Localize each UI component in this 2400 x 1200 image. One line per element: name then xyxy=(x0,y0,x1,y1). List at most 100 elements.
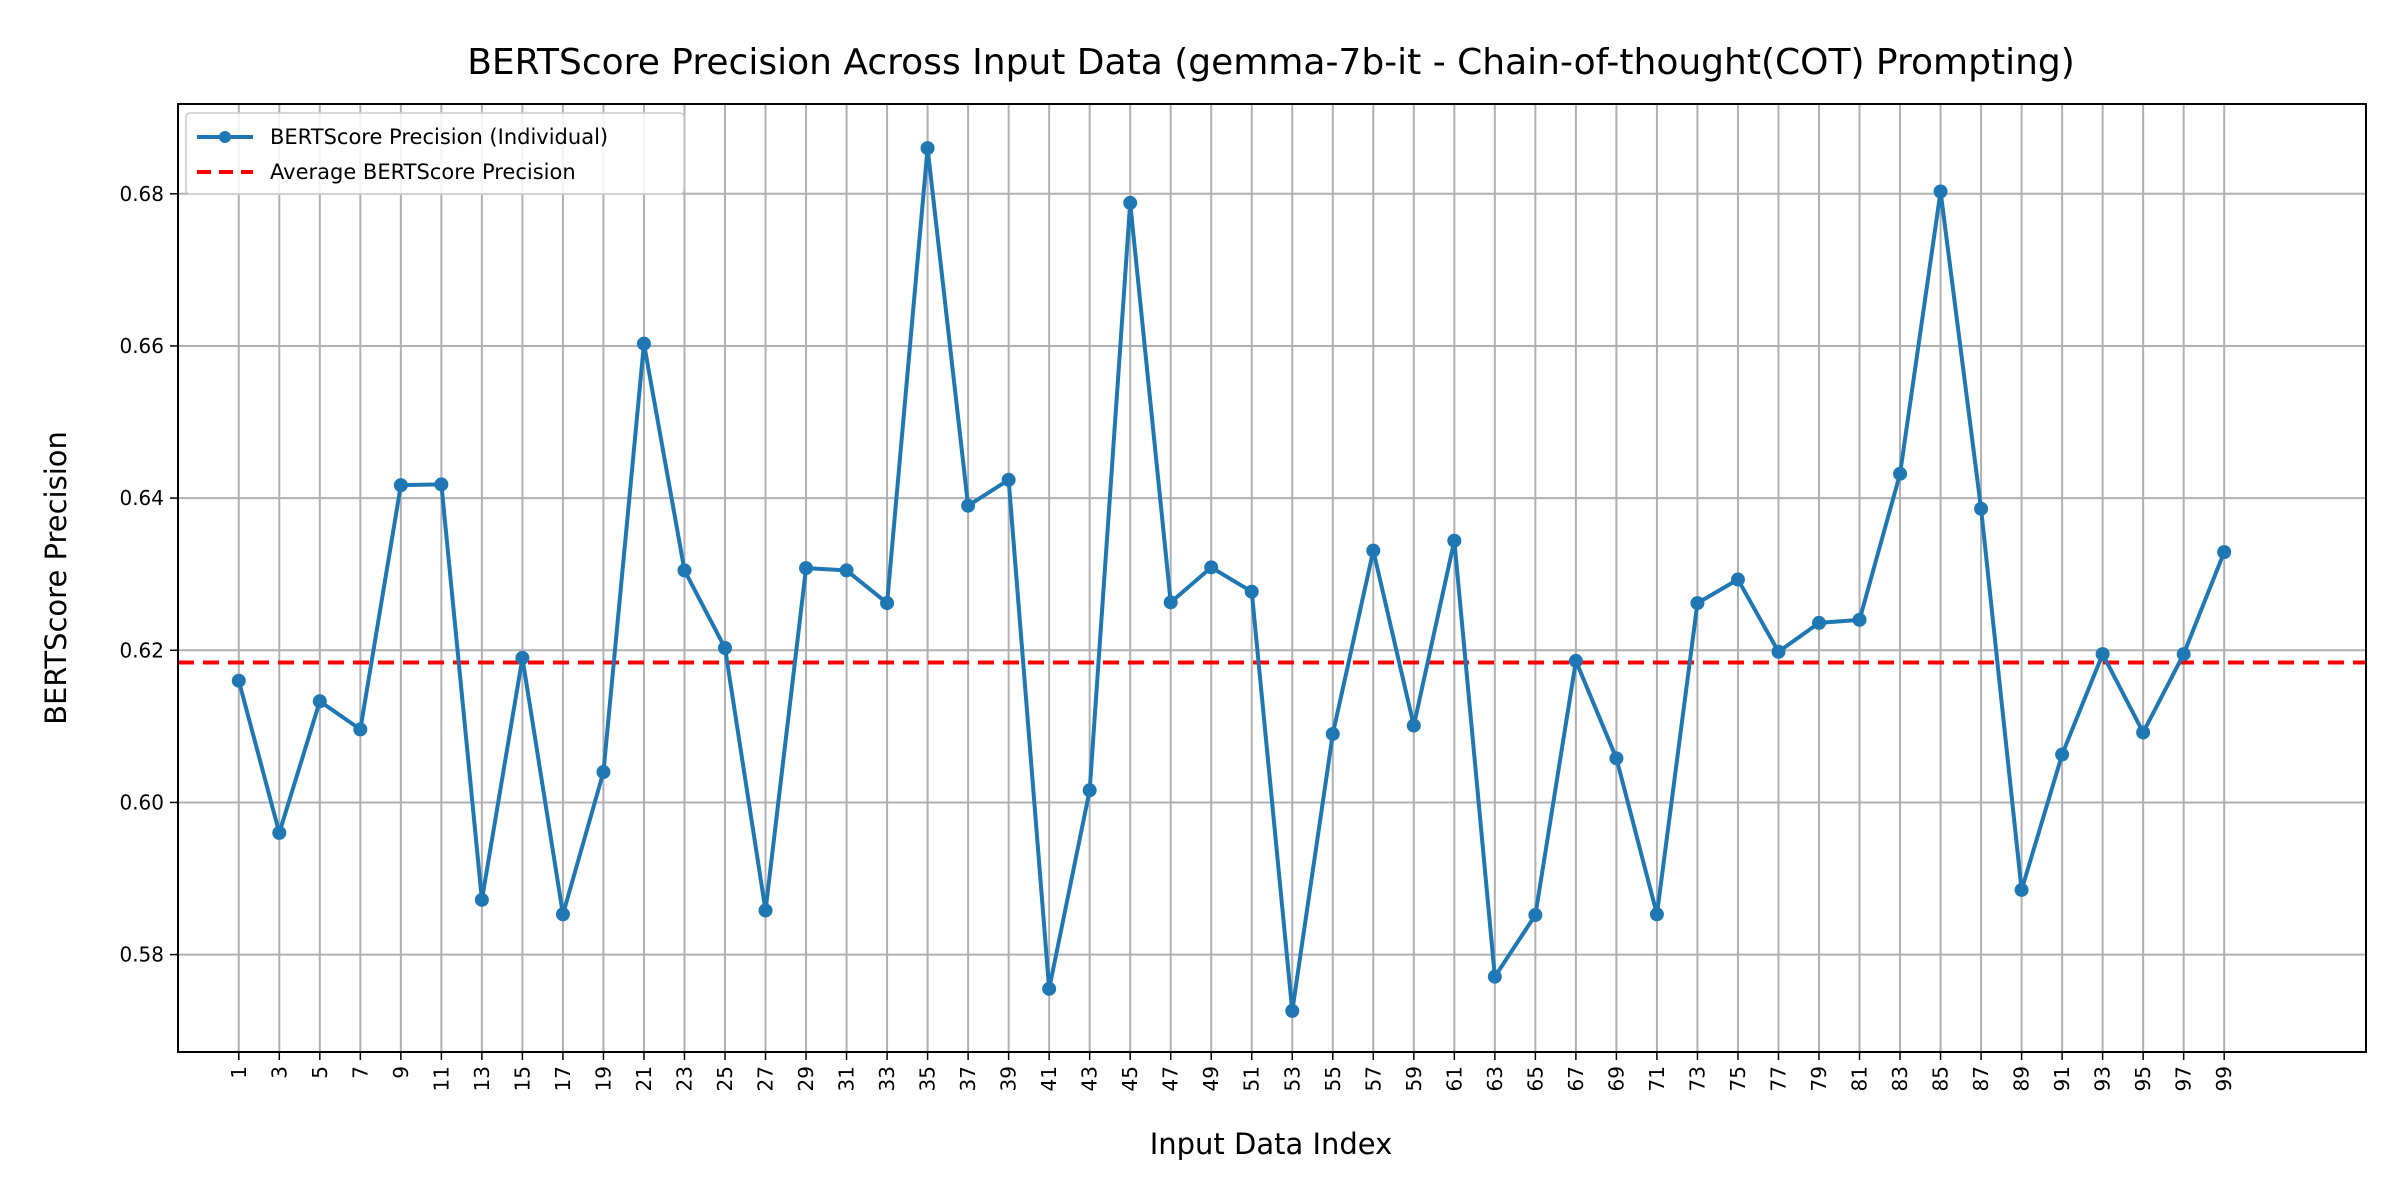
data-point xyxy=(1285,1003,1300,1018)
data-point xyxy=(1447,533,1462,548)
data-point xyxy=(393,478,408,493)
data-point xyxy=(1001,472,1016,487)
x-tick-label: 19 xyxy=(591,1066,615,1091)
data-point xyxy=(1366,543,1381,558)
data-point xyxy=(353,722,368,737)
data-point xyxy=(1082,783,1097,798)
x-tick-label: 5 xyxy=(308,1066,332,1079)
x-tick-label: 67 xyxy=(1564,1066,1588,1091)
data-point xyxy=(1893,466,1908,481)
x-tick-label: 97 xyxy=(2172,1066,2196,1091)
x-tick-label: 35 xyxy=(916,1066,940,1091)
data-point xyxy=(1974,501,1989,516)
data-point xyxy=(1123,195,1138,210)
x-tick-label: 63 xyxy=(1483,1066,1507,1091)
legend-label-individual: BERTScore Precision (Individual) xyxy=(270,125,608,149)
legend-marker-individual xyxy=(219,131,231,143)
data-point xyxy=(1730,572,1745,587)
data-point xyxy=(718,640,732,655)
y-axis-label: BERTScore Precision xyxy=(39,431,73,725)
y-tick-label: 0.66 xyxy=(119,334,164,358)
data-point xyxy=(1528,908,1543,923)
x-tick-label: 23 xyxy=(672,1066,696,1091)
data-point xyxy=(272,825,287,840)
data-point xyxy=(1812,615,1826,630)
x-axis-label: Input Data Index xyxy=(1150,1127,1393,1161)
data-point xyxy=(2176,647,2191,662)
x-tick-label: 31 xyxy=(835,1066,859,1091)
data-point xyxy=(2217,545,2232,560)
y-tick-label: 0.58 xyxy=(119,943,164,967)
x-tick-label: 59 xyxy=(1402,1066,1426,1091)
y-axis-ticks: 0.58 0.60 0.62 0.64 0.66 0.68 xyxy=(119,182,178,967)
data-point xyxy=(1568,653,1583,668)
data-point xyxy=(312,694,327,709)
data-point xyxy=(1204,560,1219,575)
y-tick-label: 0.68 xyxy=(119,182,164,206)
x-tick-label: 77 xyxy=(1766,1066,1790,1091)
x-tick-label: 17 xyxy=(551,1066,575,1091)
x-tick-label: 79 xyxy=(1807,1066,1831,1091)
data-point xyxy=(1690,596,1705,611)
x-tick-label: 55 xyxy=(1321,1066,1345,1091)
x-tick-label: 7 xyxy=(348,1066,372,1079)
data-point xyxy=(1933,184,1948,199)
data-point xyxy=(961,498,976,513)
data-point xyxy=(880,596,895,611)
legend: BERTScore Precision (Individual) Average… xyxy=(185,112,685,195)
data-point xyxy=(555,907,570,922)
data-point xyxy=(1244,584,1259,599)
data-point xyxy=(839,563,854,578)
x-tick-label: 49 xyxy=(1199,1066,1223,1091)
x-tick-label: 87 xyxy=(1969,1066,1993,1091)
data-point xyxy=(1406,718,1421,733)
x-tick-label: 1 xyxy=(227,1066,251,1079)
data-point xyxy=(2136,725,2151,740)
data-point xyxy=(515,650,530,665)
x-tick-label: 41 xyxy=(1037,1066,1061,1091)
x-tick-label: 93 xyxy=(2091,1066,2115,1091)
y-tick-label: 0.60 xyxy=(119,790,164,814)
x-tick-label: 29 xyxy=(794,1066,818,1091)
x-tick-label: 69 xyxy=(1604,1066,1628,1091)
x-tick-label: 13 xyxy=(470,1066,494,1091)
x-tick-label: 57 xyxy=(1361,1066,1385,1091)
x-tick-label: 33 xyxy=(875,1066,899,1091)
x-tick-label: 27 xyxy=(754,1066,778,1091)
x-tick-label: 89 xyxy=(2010,1066,2034,1091)
x-tick-label: 53 xyxy=(1280,1066,1304,1091)
x-tick-label: 9 xyxy=(389,1066,413,1079)
x-tick-label: 85 xyxy=(1929,1066,1953,1091)
series-group xyxy=(231,141,2232,1018)
x-tick-label: 91 xyxy=(2050,1066,2074,1091)
x-tick-label: 3 xyxy=(267,1066,291,1079)
legend-box xyxy=(185,112,685,195)
data-point xyxy=(799,561,814,576)
y-tick-label: 0.62 xyxy=(119,638,164,662)
x-tick-label: 37 xyxy=(956,1066,980,1091)
data-point xyxy=(434,477,449,492)
x-tick-label: 61 xyxy=(1442,1066,1466,1091)
x-tick-label: 95 xyxy=(2131,1066,2155,1091)
data-point xyxy=(758,903,773,918)
x-tick-label: 65 xyxy=(1523,1066,1547,1091)
x-tick-label: 39 xyxy=(997,1066,1021,1091)
data-point xyxy=(1771,644,1786,659)
grid xyxy=(178,104,2366,1052)
x-tick-label: 81 xyxy=(1848,1066,1872,1091)
data-point xyxy=(920,141,935,156)
data-point xyxy=(1609,751,1624,766)
data-point xyxy=(1042,981,1057,996)
x-tick-label: 45 xyxy=(1118,1066,1142,1091)
data-point xyxy=(2055,747,2070,762)
x-tick-label: 71 xyxy=(1645,1066,1669,1091)
legend-label-average: Average BERTScore Precision xyxy=(270,160,576,184)
data-point xyxy=(231,673,246,688)
data-point xyxy=(2014,882,2029,897)
data-point xyxy=(1852,612,1867,627)
x-tick-label: 99 xyxy=(2212,1066,2236,1091)
y-tick-label: 0.64 xyxy=(119,486,164,510)
chart-title: BERTScore Precision Across Input Data (g… xyxy=(467,42,2075,83)
